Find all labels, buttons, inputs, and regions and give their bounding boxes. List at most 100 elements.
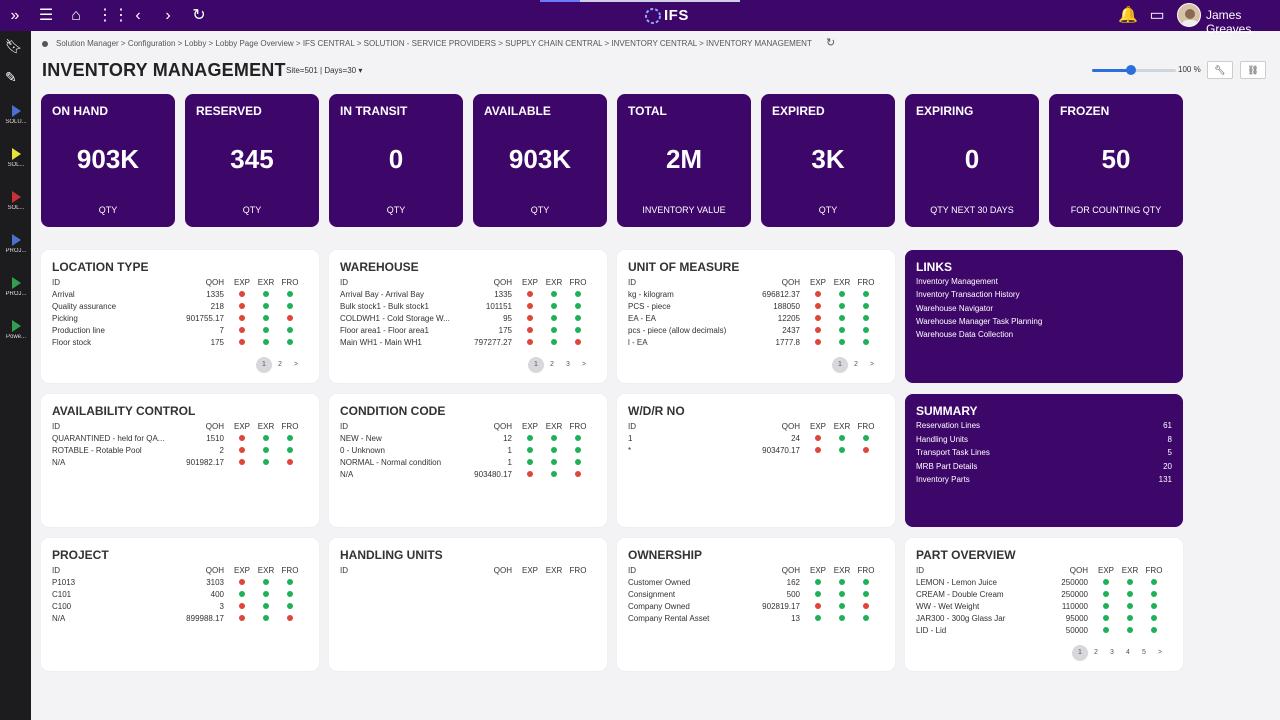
zoom-slider[interactable]: 100 % — [1092, 63, 1202, 77]
sidebar-nav-item[interactable]: PROJ... — [5, 277, 27, 297]
table-row[interactable]: Customer Owned 162 — [628, 576, 878, 588]
task-inbox-icon[interactable]: ▭ — [1149, 7, 1165, 24]
table-row[interactable]: P1013 3103 — [52, 576, 302, 588]
table-row[interactable]: N/A 899988.17 — [52, 612, 302, 624]
sidebar-nav-item[interactable]: SOL... — [5, 191, 27, 211]
ifs-logo[interactable]: IFS — [644, 5, 689, 27]
table-row[interactable]: l - EA 1777.8 — [628, 336, 878, 348]
table-row[interactable]: Company Rental Asset 13 — [628, 612, 878, 624]
summary-row[interactable]: Reservation Lines 61 — [916, 421, 1172, 435]
link-item[interactable]: Warehouse Manager Task Planning — [916, 316, 1043, 326]
bookmark-icon[interactable]: 🔖︎ — [5, 38, 23, 54]
page-button[interactable]: > — [293, 361, 299, 368]
page-button[interactable]: 2 — [278, 361, 282, 368]
table-row[interactable]: 0 - Unknown 1 — [340, 444, 590, 456]
table-row[interactable]: EA - EA 12205 — [628, 312, 878, 324]
kpi-tile-expired[interactable]: EXPIRED 3K QTY — [761, 94, 895, 227]
table-row[interactable]: Arrival Bay - Arrival Bay 1335 — [340, 288, 590, 300]
summary-row[interactable]: Transport Task Lines 5 — [916, 448, 1172, 462]
zoom-handle[interactable] — [1126, 65, 1137, 75]
avatar[interactable] — [1177, 3, 1201, 27]
table-row[interactable]: N/A 903480.17 — [340, 468, 590, 480]
page-button[interactable]: > — [1157, 649, 1163, 656]
link-button[interactable]: ⛓ — [1240, 61, 1266, 79]
table-row[interactable]: kg - kilogram 696812.37 — [628, 288, 878, 300]
refresh-icon[interactable]: ↻ — [192, 7, 206, 24]
menu-icon[interactable]: ☰ — [38, 7, 54, 24]
breadcrumb-root-icon[interactable] — [42, 40, 48, 47]
table-row[interactable]: NORMAL - Normal condition 1 — [340, 456, 590, 468]
home-icon[interactable]: ⌂ — [71, 7, 81, 24]
kpi-tile-frozen[interactable]: FROZEN 50 FOR COUNTING QTY — [1049, 94, 1183, 227]
kpi-tile-total[interactable]: TOTAL 2M INVENTORY VALUE — [617, 94, 751, 227]
sidebar-nav-item[interactable]: SOL... — [5, 148, 27, 168]
summary-row[interactable]: Inventory Parts 131 — [916, 475, 1172, 489]
breadcrumb-refresh-icon[interactable]: ↻ — [825, 37, 836, 49]
page-button[interactable]: 1 — [528, 357, 544, 373]
table-row[interactable]: LEMON - Lemon Juice 250000 — [916, 576, 1166, 588]
link-item[interactable]: Warehouse Navigator — [916, 303, 994, 313]
sidebar-nav-item[interactable]: Powe... — [5, 320, 27, 340]
link-item[interactable]: Warehouse Data Collection — [916, 330, 1014, 340]
table-row[interactable]: * 903470.17 — [628, 444, 878, 456]
table-row[interactable]: C101 400 — [52, 588, 302, 600]
kpi-tile-in-transit[interactable]: IN TRANSIT 0 QTY — [329, 94, 463, 227]
back-icon[interactable]: ‹ — [135, 7, 141, 24]
table-row[interactable]: Consignment 500 — [628, 588, 878, 600]
exr-status-dot-icon — [263, 434, 269, 441]
table-row[interactable]: 1 24 — [628, 432, 878, 444]
link-item[interactable]: Inventory Transaction History — [916, 290, 1020, 300]
page-button[interactable]: 3 — [1110, 649, 1114, 656]
table-row[interactable]: ROTABLE - Rotable Pool 2 — [52, 444, 302, 456]
table-row[interactable]: Company Owned 902819.17 — [628, 600, 878, 612]
table-row[interactable]: QUARANTINED - held for QA... 1510 — [52, 432, 302, 444]
table-row[interactable]: Arrival 1335 — [52, 288, 302, 300]
table-row[interactable]: CREAM - Double Cream 250000 — [916, 588, 1166, 600]
breadcrumb-path[interactable]: Solution Manager > Configuration > Lobby… — [56, 39, 812, 48]
table-row[interactable]: JAR300 - 300g Glass Jar 95000 — [916, 612, 1166, 624]
kpi-tile-on-hand[interactable]: ON HAND 903K QTY — [41, 94, 175, 227]
table-row[interactable]: Picking 901755.17 — [52, 312, 302, 324]
sidebar-nav-item[interactable]: PROJ... — [5, 234, 27, 254]
table-row[interactable]: Quality assurance 218 — [52, 300, 302, 312]
page-parameters-dropdown[interactable]: Site=501 | Days=30 ▾ — [286, 66, 362, 75]
page-button[interactable]: 1 — [256, 357, 272, 373]
table-row[interactable]: COLDWH1 - Cold Storage W... 95 — [340, 312, 590, 324]
table-row[interactable]: C100 3 — [52, 600, 302, 612]
page-button[interactable]: 1 — [832, 357, 848, 373]
forward-icon[interactable]: › — [165, 7, 171, 24]
notifications-bell-icon[interactable]: 🔔 — [1118, 7, 1138, 24]
kpi-tile-available[interactable]: AVAILABLE 903K QTY — [473, 94, 607, 227]
page-button[interactable]: 5 — [1142, 649, 1146, 656]
summary-row[interactable]: MRB Part Details 20 — [916, 462, 1172, 476]
page-button[interactable]: 2 — [1094, 649, 1098, 656]
expand-sidebar-icon[interactable]: » — [10, 7, 20, 24]
table-row[interactable]: WW - Wet Weight 110000 — [916, 600, 1166, 612]
page-button[interactable]: 3 — [566, 361, 570, 368]
user-name[interactable]: James Greaves — [1206, 8, 1252, 36]
page-button[interactable]: > — [869, 361, 875, 368]
apps-grid-icon[interactable]: ⋮⋮ — [97, 7, 129, 24]
summary-row[interactable]: Handling Units 8 — [916, 435, 1172, 449]
edit-pencil-icon[interactable]: ✎ — [5, 69, 17, 85]
table-row[interactable]: PCS - piece 188050 — [628, 300, 878, 312]
table-row[interactable]: Bulk stock1 - Bulk stock1 101151 — [340, 300, 590, 312]
kpi-tile-expiring[interactable]: EXPIRING 0 QTY NEXT 30 DAYS — [905, 94, 1039, 227]
table-row[interactable]: Main WH1 - Main WH1 797277.27 — [340, 336, 590, 348]
table-row[interactable]: N/A 901982.17 — [52, 456, 302, 468]
table-row[interactable]: LID - Lid 50000 — [916, 624, 1166, 636]
page-button[interactable]: 4 — [1126, 649, 1130, 656]
sidebar-nav-item[interactable]: SOLU... — [5, 105, 27, 125]
page-button[interactable]: 2 — [550, 361, 554, 368]
page-button[interactable]: > — [581, 361, 587, 368]
table-row[interactable]: Floor stock 175 — [52, 336, 302, 348]
page-button[interactable]: 1 — [1072, 645, 1088, 661]
table-row[interactable]: Floor area1 - Floor area1 175 — [340, 324, 590, 336]
table-row[interactable]: pcs - piece (allow decimals) 2437 — [628, 324, 878, 336]
kpi-tile-reserved[interactable]: RESERVED 345 QTY — [185, 94, 319, 227]
table-row[interactable]: Production line 7 — [52, 324, 302, 336]
page-button[interactable]: 2 — [854, 361, 858, 368]
link-item[interactable]: Inventory Management — [916, 277, 998, 286]
table-row[interactable]: NEW - New 12 — [340, 432, 590, 444]
page-settings-button[interactable]: 🔧︎ — [1207, 61, 1233, 79]
